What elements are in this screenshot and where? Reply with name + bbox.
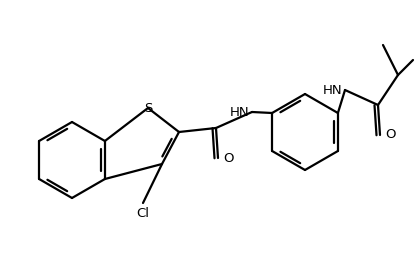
Text: HN: HN bbox=[229, 105, 249, 119]
Text: O: O bbox=[223, 152, 234, 165]
Text: S: S bbox=[144, 101, 152, 114]
Text: HN: HN bbox=[322, 83, 342, 97]
Text: Cl: Cl bbox=[137, 207, 150, 220]
Text: O: O bbox=[385, 129, 395, 142]
